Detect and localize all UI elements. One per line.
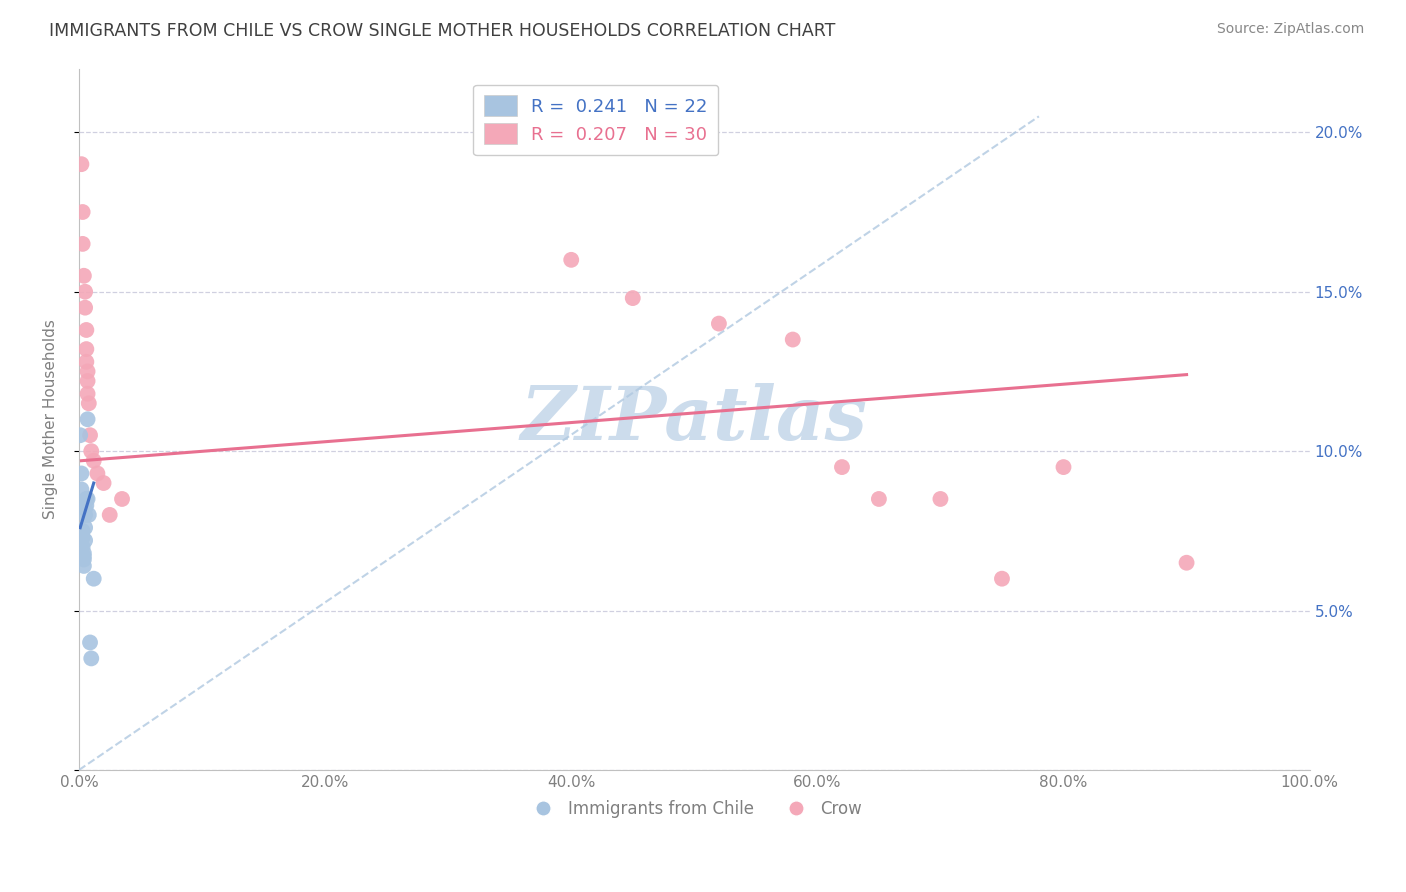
Point [77,396,100,410]
Point [75,301,97,315]
Point [111,491,134,506]
Point [70,467,93,481]
Point [73,546,96,560]
Point [75,285,97,299]
Point [75,355,97,369]
Point [77,508,100,522]
Point [93,476,115,491]
Point [83,453,105,467]
Point [69,428,91,442]
Point [76,374,98,388]
Y-axis label: Single Mother Households: Single Mother Households [44,319,58,519]
Point [73,268,96,283]
Point [73,558,96,573]
Point [86,467,108,481]
Point [75,508,97,522]
Point [75,521,97,535]
Point [79,428,101,442]
Point [1175,556,1198,570]
Point [70,483,93,497]
Point [929,491,952,506]
Text: IMMIGRANTS FROM CHILE VS CROW SINGLE MOTHER HOUSEHOLDS CORRELATION CHART: IMMIGRANTS FROM CHILE VS CROW SINGLE MOT… [49,22,835,40]
Point [72,524,94,538]
Text: ZIPatlas: ZIPatlas [520,383,868,456]
Point [80,444,103,458]
Legend: Immigrants from Chile, Crow: Immigrants from Chile, Crow [520,794,869,825]
Point [707,317,730,331]
Point [75,342,97,356]
Point [75,491,97,506]
Point [73,549,96,564]
Point [782,333,804,347]
Point [83,572,105,586]
Point [868,491,890,506]
Point [560,252,582,267]
Point [76,412,98,426]
Point [76,491,98,506]
Point [75,499,97,513]
Point [1052,460,1074,475]
Point [72,205,94,219]
Point [75,501,97,516]
Point [831,460,853,475]
Point [76,386,98,401]
Point [75,533,97,548]
Point [73,552,96,566]
Point [72,236,94,251]
Point [70,157,93,171]
Point [621,291,644,305]
Point [98,508,121,522]
Point [76,364,98,378]
Point [991,572,1014,586]
Point [80,651,103,665]
Point [79,635,101,649]
Point [75,323,97,337]
Text: Source: ZipAtlas.com: Source: ZipAtlas.com [1216,22,1364,37]
Point [72,540,94,554]
Point [72,530,94,544]
